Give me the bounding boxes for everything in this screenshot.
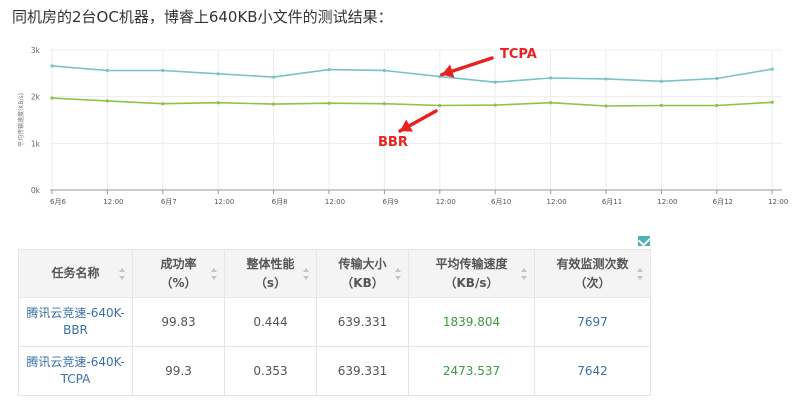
series-line-bbr <box>51 97 773 107</box>
chart-grid <box>50 49 782 191</box>
sort-icon[interactable] <box>119 267 126 280</box>
performance-cell: 0.444 <box>224 297 317 347</box>
performance-cell: 0.353 <box>224 346 317 396</box>
data-point-tcpa <box>272 75 276 79</box>
data-point-bbr <box>327 101 331 105</box>
success-rate-cell: 99.83 <box>132 297 225 347</box>
col-header-task-name[interactable]: 任务名称 <box>18 249 133 298</box>
x-tick-label: 12:00 <box>325 198 345 206</box>
tcpa-arrow-head <box>441 64 455 78</box>
y-axis-label: 平均传输速度(KB/s) <box>17 93 25 147</box>
task-name-link[interactable]: 腾讯云竞速-640K- BBR <box>18 297 133 347</box>
col-header-valid-count[interactable]: 有效监测次数 （次） <box>534 249 651 298</box>
col-header-avg-speed[interactable]: 平均传输速度 （KB/s） <box>408 249 535 298</box>
data-point-bbr <box>50 96 54 100</box>
x-tick-label: 6月7 <box>161 198 177 206</box>
success-rate-cell: 99.3 <box>132 346 225 396</box>
transfer-size-cell: 639.331 <box>316 297 409 347</box>
data-point-bbr <box>161 102 165 106</box>
x-tick-label: 6月11 <box>602 198 622 206</box>
data-point-tcpa <box>50 64 54 68</box>
y-tick-label: 0k <box>31 186 41 195</box>
x-tick-label: 6月6 <box>50 198 66 206</box>
avg-speed-cell: 2473.537 <box>408 346 535 396</box>
data-point-tcpa <box>549 76 553 80</box>
x-tick-label: 12:00 <box>436 198 456 206</box>
data-point-tcpa <box>493 80 497 84</box>
data-point-bbr <box>770 100 774 104</box>
y-tick-label: 2k <box>31 93 41 102</box>
bbr-arrow-head <box>400 119 414 132</box>
col-header-performance[interactable]: 整体性能 （s） <box>224 249 317 298</box>
x-tick-label: 12:00 <box>103 198 123 206</box>
x-tick-label: 12:00 <box>547 198 567 206</box>
speed-line-chart: 0k 1k 2k 3k 6月6 12:00 6月7 12:00 6月8 12:00 6月9 12:00… <box>17 46 788 206</box>
data-point-bbr <box>438 103 442 108</box>
data-point-tcpa <box>327 68 331 72</box>
valid-count-link[interactable]: 7642 <box>534 346 651 396</box>
transfer-size-cell: 639.331 <box>316 346 409 396</box>
data-point-tcpa <box>161 68 165 73</box>
x-tick-label: 6月8 <box>272 198 288 206</box>
sort-icon[interactable] <box>637 267 644 280</box>
intro-text: 同机房的2台OC机器，博睿上640KB小文件的测试结果： <box>12 8 393 26</box>
chart-axes: 0k 1k 2k 3k 6月6 12:00 6月7 12:00 6月8 12:00 6月9 12:00… <box>17 46 788 206</box>
data-point-tcpa <box>216 72 220 76</box>
sort-icon[interactable] <box>521 267 528 280</box>
col-header-success-rate[interactable]: 成功率 （%） <box>132 249 225 298</box>
expand-badge-icon[interactable] <box>638 236 650 246</box>
sort-icon[interactable] <box>395 267 402 280</box>
x-tick-label: 12:00 <box>768 198 788 206</box>
x-tick-label: 6月9 <box>382 198 398 206</box>
sort-icon[interactable] <box>211 267 218 280</box>
sort-icon[interactable] <box>303 267 310 280</box>
data-point-bbr <box>659 103 664 108</box>
tcpa-annotation-label: TCPA <box>500 47 537 62</box>
results-table: 任务名称 成功率 （%） 整体性能 （s） 传输大小 （KB） 平均传输速度 （KB/s… <box>18 249 651 396</box>
bbr-annotation-label: BBR <box>378 135 408 150</box>
col-header-transfer-size[interactable]: 传输大小 （KB） <box>316 249 409 298</box>
data-point-bbr <box>549 101 553 105</box>
data-point-bbr <box>272 102 276 106</box>
data-point-bbr <box>604 104 608 108</box>
data-point-bbr <box>715 103 719 108</box>
tcpa-arrow <box>440 56 494 78</box>
data-point-tcpa <box>105 68 109 73</box>
x-tick-label: 6月10 <box>491 198 511 206</box>
chart-annotations: TCPA BBR <box>378 47 537 150</box>
data-point-tcpa <box>715 76 719 81</box>
data-point-tcpa <box>604 77 608 81</box>
data-point-tcpa <box>382 68 386 73</box>
data-point-tcpa <box>770 67 774 71</box>
data-point-bbr <box>382 102 386 106</box>
valid-count-link[interactable]: 7697 <box>534 297 651 347</box>
bbr-arrow <box>398 109 438 133</box>
task-name-link[interactable]: 腾讯云竞速-640K- TCPA <box>18 346 133 396</box>
x-tick-label: 6月12 <box>713 198 733 206</box>
table-header-row: 任务名称 成功率 （%） 整体性能 （s） 传输大小 （KB） 平均传输速度 （KB/s… <box>18 249 651 298</box>
data-point-bbr <box>105 99 109 103</box>
x-tick-label: 12:00 <box>657 198 677 206</box>
y-tick-label: 1k <box>31 139 41 148</box>
results-table-wrap: 任务名称 成功率 （%） 整体性能 （s） 传输大小 （KB） 平均传输速度 （KB/s… <box>18 249 651 396</box>
table-row: 腾讯云竞速-640K- BBR 99.83 0.444 639.331 1839.… <box>18 297 651 347</box>
data-point-tcpa <box>659 79 664 83</box>
data-point-bbr <box>216 101 220 105</box>
data-point-bbr <box>493 103 497 107</box>
x-tick-label: 12:00 <box>214 198 234 206</box>
avg-speed-cell: 1839.804 <box>408 297 535 347</box>
chart-series <box>50 64 774 108</box>
y-tick-label: 3k <box>31 46 41 55</box>
series-line-tcpa <box>51 65 773 84</box>
table-row: 腾讯云竞速-640K- TCPA 99.3 0.353 639.331 2473.… <box>18 346 651 396</box>
